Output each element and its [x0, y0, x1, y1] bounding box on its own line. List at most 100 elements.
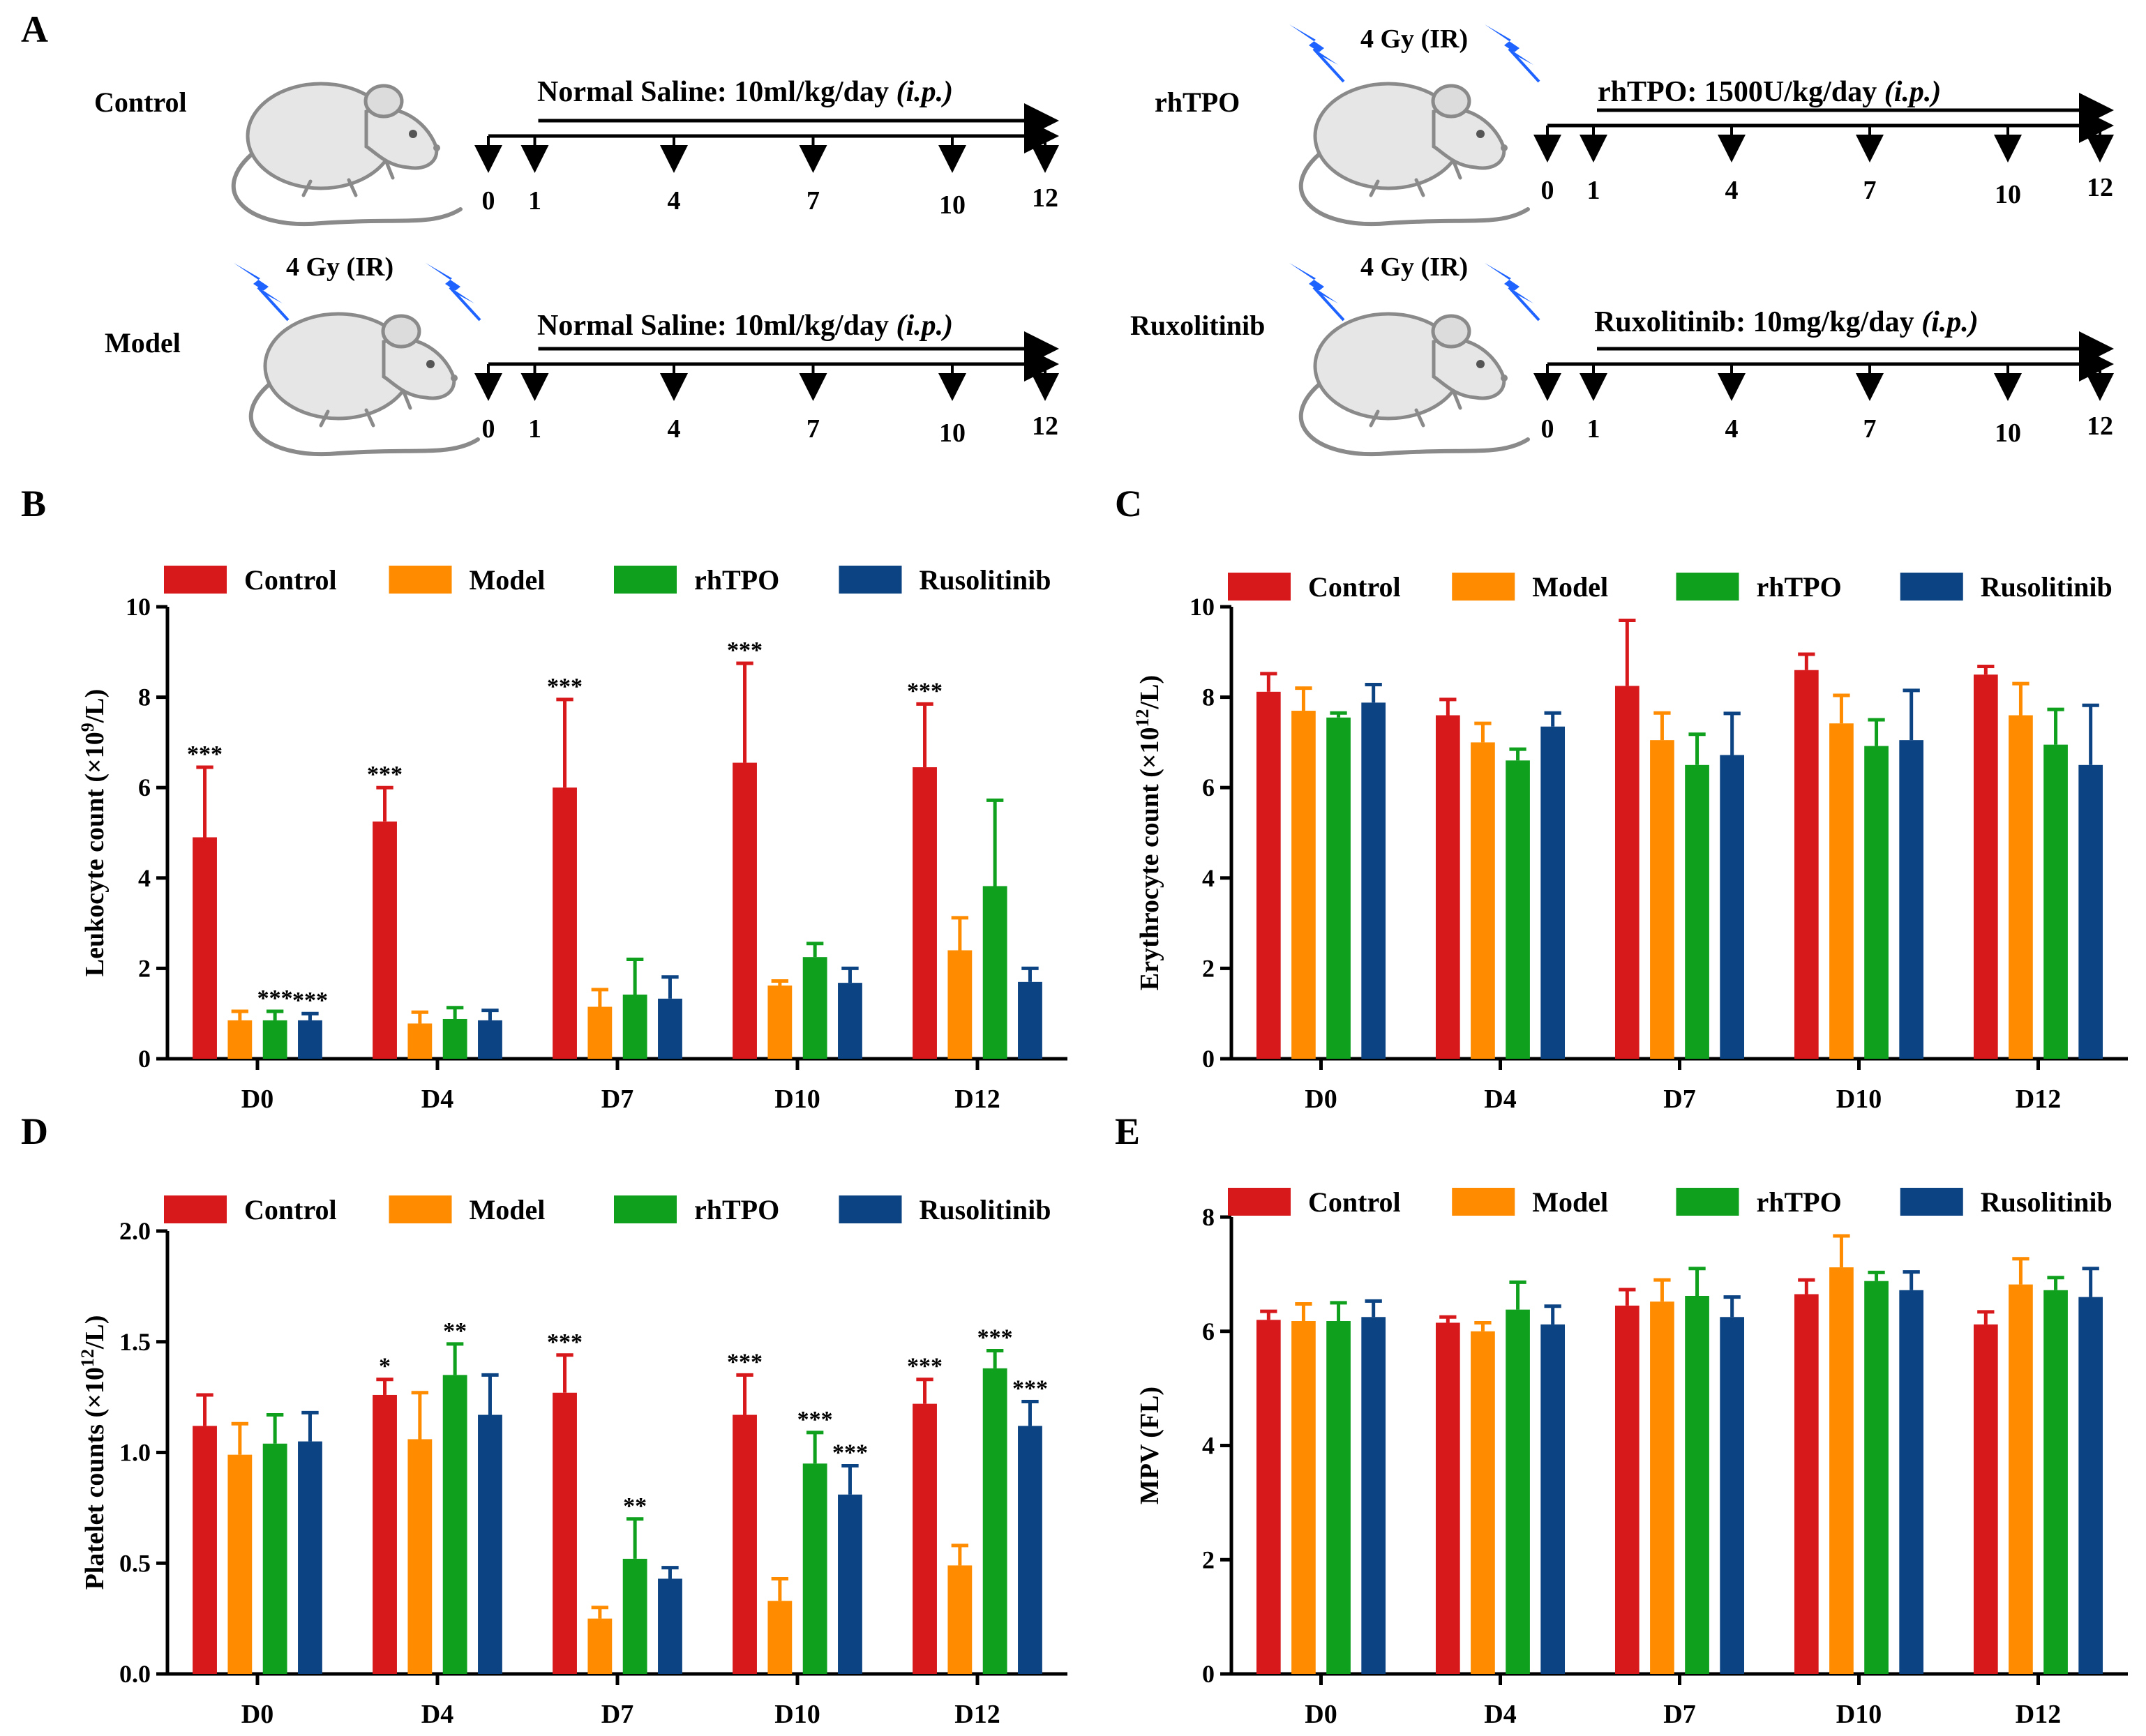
legend-label: rhTPO	[1757, 1186, 1842, 1218]
bar-model-d7	[587, 1618, 613, 1674]
significance-label: ***	[257, 986, 293, 1011]
bar-rusolitinib-d12	[2078, 1297, 2103, 1674]
bar-model-d12	[2009, 1284, 2033, 1674]
legend-label: Control	[1308, 1186, 1401, 1218]
bar-control-d0	[193, 1426, 217, 1674]
lightning-bolt-icon	[1288, 262, 1345, 322]
x-tick-label: D0	[1305, 1085, 1337, 1114]
legend-swatch-rhtpo	[614, 566, 677, 594]
y-tick-label: 0	[1202, 1660, 1215, 1688]
x-tick-label: D0	[241, 1700, 273, 1729]
day-label: 1	[1587, 176, 1600, 205]
bar-rhtpo-d7	[622, 994, 647, 1059]
bar-control-d4	[373, 821, 397, 1059]
lightning-bolt-icon	[232, 262, 290, 322]
bar-control-d10	[1794, 1294, 1819, 1674]
legend-label: Model	[470, 1194, 546, 1225]
bar-rusolitinib-d4	[478, 1020, 502, 1059]
panel-e-mpv-chart: E 0 2 4 6 8 MPV (FL) D0 D4 D7 D10 D12 Control Model rh…	[1115, 1110, 2128, 1729]
bar-rhtpo-d4	[1506, 1309, 1530, 1674]
group-label-rhtpo: rhTPO	[1155, 86, 1240, 118]
y-tick-label: 6	[138, 773, 151, 801]
bar-rusolitinib-d0	[1361, 1317, 1386, 1674]
bar-model-d7	[587, 1006, 613, 1059]
significance-label: ***	[367, 762, 403, 787]
bar-rhtpo-d10	[802, 957, 827, 1059]
y-tick-label: 1.0	[119, 1439, 151, 1467]
bar-control-d0	[1256, 691, 1281, 1059]
significance-label: **	[443, 1318, 467, 1344]
bar-control-d10	[1794, 670, 1819, 1059]
bar-control-d4	[373, 1394, 397, 1674]
bar-model-d10	[1829, 1267, 1854, 1674]
x-tick-label: D10	[774, 1085, 820, 1114]
y-tick-label: 2	[1202, 954, 1215, 982]
protocol-row-ruxolitinib: Ruxolitinib 4 Gy (IR) Ruxolitinib: 10mg/…	[1130, 252, 2114, 454]
legend-swatch-rusolitinib	[839, 566, 902, 594]
day-label: 7	[1863, 414, 1877, 444]
bar-model-d0	[227, 1454, 253, 1674]
bar-control-d10	[733, 1414, 757, 1674]
y-tick-label: 2.0	[119, 1217, 151, 1245]
bar-rhtpo-d0	[1326, 717, 1351, 1059]
x-tick-label: D12	[954, 1085, 1000, 1114]
bar-rusolitinib-d10	[838, 983, 862, 1059]
y-tick-label: 8	[1202, 1203, 1215, 1231]
legend-swatch-model	[389, 566, 452, 594]
bar-rusolitinib-d10	[838, 1494, 862, 1674]
day-label: 12	[1032, 412, 1058, 441]
day-label: 4	[668, 186, 681, 216]
x-tick-label: D7	[601, 1700, 633, 1729]
day-label: 0	[482, 414, 495, 444]
mouse-icon	[234, 84, 460, 224]
bar-control-d0	[1256, 1320, 1281, 1674]
day-label: 4	[1725, 176, 1739, 205]
bar-rusolitinib-d10	[1899, 1290, 1924, 1674]
x-tick-label: D12	[954, 1700, 1000, 1729]
y-axis-title: Platelet counts (×1012/L)	[77, 1315, 110, 1590]
bar-control-d7	[553, 787, 577, 1059]
group-label-ruxolitinib: Ruxolitinib	[1130, 310, 1265, 341]
x-tick-label: D4	[421, 1085, 453, 1114]
bar-model-d10	[767, 986, 793, 1059]
legend-label: Rusolitinib	[1981, 571, 2113, 603]
legend-label: Rusolitinib	[920, 1194, 1051, 1225]
day-label: 0	[1541, 176, 1554, 205]
y-tick-label: 0	[1202, 1045, 1215, 1073]
legend-swatch-rusolitinib	[839, 1195, 902, 1223]
legend-swatch-rhtpo	[1676, 1188, 1739, 1216]
bar-rusolitinib-d4	[478, 1414, 502, 1674]
bar-control-d7	[553, 1392, 577, 1674]
y-tick-label: 2	[138, 954, 151, 982]
bar-rhtpo-d0	[262, 1443, 287, 1674]
panel-d-platelet-chart: D 0.0 0.5 1.0 1.5 2.0 Platelet counts (×1012/L…	[21, 1110, 1067, 1729]
significance-label: ***	[187, 741, 223, 767]
bar-rusolitinib-d0	[1361, 702, 1386, 1059]
x-tick-label: D4	[1484, 1085, 1516, 1114]
legend-swatch-control	[164, 566, 227, 594]
y-tick-label: 0.5	[119, 1549, 151, 1577]
bar-rhtpo-d12	[2043, 744, 2068, 1059]
bar-control-d4	[1435, 1322, 1460, 1674]
mouse-icon	[1301, 314, 1528, 454]
bar-rhtpo-d0	[262, 1020, 287, 1059]
significance-label: ***	[832, 1440, 868, 1466]
bar-model-d4	[1471, 1331, 1495, 1674]
day-label: 0	[1541, 414, 1554, 444]
bar-model-d10	[1829, 723, 1854, 1059]
bar-control-d12	[913, 1403, 937, 1674]
legend-label: Control	[244, 1194, 337, 1225]
significance-label: ***	[907, 1354, 943, 1380]
bar-rusolitinib-d12	[1018, 1426, 1042, 1674]
significance-label: ***	[977, 1324, 1013, 1350]
bar-model-d0	[1291, 1321, 1316, 1674]
legend-label: Rusolitinib	[1981, 1186, 2113, 1218]
bar-rhtpo-d4	[442, 1375, 467, 1674]
bar-rusolitinib-d0	[298, 1020, 322, 1059]
x-tick-label: D10	[774, 1700, 820, 1729]
significance-label: ***	[907, 678, 943, 704]
bar-rhtpo-d12	[2043, 1290, 2068, 1674]
y-tick-label: 10	[1190, 593, 1215, 621]
day-label: 7	[1863, 176, 1877, 205]
